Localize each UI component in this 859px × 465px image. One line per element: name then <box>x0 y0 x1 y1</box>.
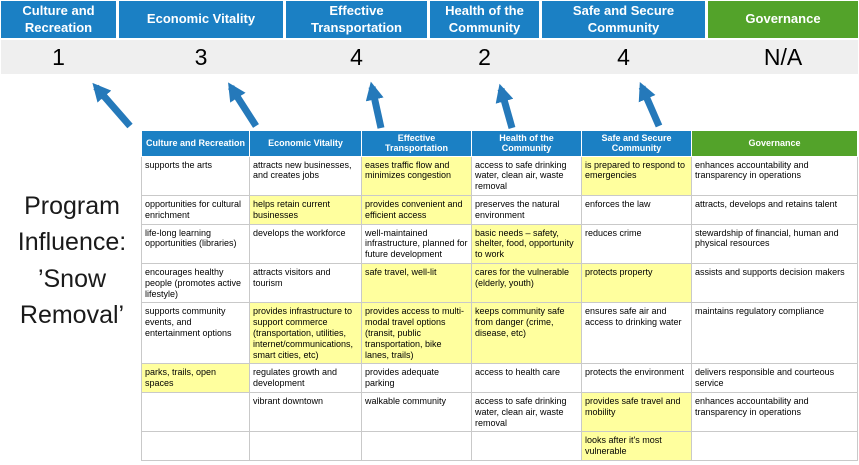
influence-arrow-icon <box>228 82 259 128</box>
table-header-economic-vitality: Economic Vitality <box>249 130 362 157</box>
summary-score-health-of-the-community: 2 <box>478 43 491 70</box>
influence-arrow-icon <box>92 82 133 129</box>
table-row: supports community events, and entertain… <box>141 302 858 365</box>
influence-arrows <box>92 81 663 129</box>
summary-header-safe-and-secure-community: Safe and Secure Community <box>542 1 705 38</box>
table-cell <box>691 431 858 462</box>
table-cell: life-long learning opportunities (librar… <box>141 223 250 265</box>
summary-score-economic-vitality: 3 <box>194 43 208 70</box>
summary-header-row: Culture and Recreation Economic Vitality E… <box>1 1 858 38</box>
summary-header-effective-transportation: Effective Transportation <box>286 1 427 38</box>
table-cell: enhances accountability and transparency… <box>691 392 858 433</box>
table-row: looks after it's most vulnerable <box>141 431 858 462</box>
table-row: encourages healthy people (promotes acti… <box>141 263 858 304</box>
table-cell: opportunities for cultural enrichment <box>141 195 250 225</box>
table-row: supports the arts attracts new businesses… <box>141 155 858 197</box>
table-cell: keeps community safe from danger (crime,… <box>471 302 582 365</box>
table-cell: provides safe travel and mobility <box>581 392 692 433</box>
summary-score-safe-and-secure-community: 4 <box>617 43 630 70</box>
table-cell <box>471 431 582 462</box>
table-cell: provides access to multi-modal travel op… <box>361 302 472 365</box>
table-cell: enhances accountability and transparency… <box>691 155 858 197</box>
table-cell: access to health care <box>471 363 582 394</box>
table-cell: protects property <box>581 263 692 304</box>
table-cell: ensures safe air and access to drinking … <box>581 302 692 365</box>
table-cell <box>361 431 472 462</box>
program-title: Program Influence: ’Snow Removal’ <box>17 192 127 329</box>
table-cell: maintains regulatory compliance <box>691 302 858 365</box>
table-cell: develops the workforce <box>249 223 362 265</box>
summary-score-culture-and-recreation: 1 <box>52 43 65 70</box>
table-cell: safe travel, well-lit <box>361 263 472 304</box>
table-cell: looks after it's most vulnerable <box>581 431 692 462</box>
table-cell: delivers responsible and courteous servi… <box>691 363 858 394</box>
table-cell: access to safe drinking water, clean air… <box>471 155 582 197</box>
table-cell: eases traffic flow and minimizes congest… <box>361 155 472 197</box>
table-cell: parks, trails, open spaces <box>141 363 250 394</box>
table-cell: cares for the vulnerable (elderly, youth… <box>471 263 582 304</box>
influence-arrow-icon <box>638 81 663 128</box>
table-cell: assists and supports decision makers <box>691 263 858 304</box>
influence-table-header-row: Culture and Recreation Economic Vitality E… <box>141 130 858 157</box>
summary-score-governance: N/A <box>763 43 803 70</box>
table-cell <box>249 431 362 462</box>
table-header-governance: Governance <box>691 130 858 157</box>
table-cell: helps retain current businesses <box>249 195 362 225</box>
table-cell: encourages healthy people (promotes acti… <box>141 263 250 304</box>
table-cell: provides adequate parking <box>361 363 472 394</box>
influence-arrow-icon <box>365 81 385 129</box>
table-cell: attracts visitors and tourism <box>249 263 362 304</box>
table-cell: attracts, develops and retains talent <box>691 195 858 225</box>
table-row: parks, trails, open spaces regulates grow… <box>141 363 858 394</box>
summary-header-economic-vitality: Economic Vitality <box>119 1 283 38</box>
table-cell: basic needs – safety, shelter, food, opp… <box>471 223 582 265</box>
table-cell: reduces crime <box>581 223 692 265</box>
table-cell: regulates growth and development <box>249 363 362 394</box>
table-row: opportunities for cultural enrichment hel… <box>141 195 858 225</box>
table-cell: well-maintained infrastructure, planned … <box>361 223 472 265</box>
summary-score-row: 1 3 4 2 4 N/A <box>1 40 858 74</box>
table-cell: provides convenient and efficient access <box>361 195 472 225</box>
table-cell: supports the arts <box>141 155 250 197</box>
table-cell: attracts new businesses, and creates job… <box>249 155 362 197</box>
table-row: life-long learning opportunities (librar… <box>141 223 858 265</box>
summary-header-health-of-the-community: Health of the Community <box>430 1 539 38</box>
table-cell: preserves the natural environment <box>471 195 582 225</box>
summary-score-effective-transportation: 4 <box>350 43 363 70</box>
table-header-culture-and-recreation: Culture and Recreation <box>141 130 250 157</box>
table-cell: enforces the law <box>581 195 692 225</box>
table-header-health-of-the-community: Health of the Community <box>471 130 582 157</box>
table-cell: access to safe drinking water, clean air… <box>471 392 582 433</box>
table-cell: vibrant downtown <box>249 392 362 433</box>
table-cell: provides infrastructure to support comme… <box>249 302 362 365</box>
influence-table-body: supports the arts attracts new businesses… <box>141 155 858 462</box>
influence-table: Culture and Recreation Economic Vitality E… <box>141 130 858 462</box>
influence-arrow-icon <box>495 83 516 129</box>
table-cell: walkable community <box>361 392 472 433</box>
table-cell: is prepared to respond to emergencies <box>581 155 692 197</box>
summary-header-governance: Governance <box>708 1 858 38</box>
table-cell: stewardship of financial, human and phys… <box>691 223 858 265</box>
table-header-effective-transportation: Effective Transportation <box>361 130 472 157</box>
table-row: vibrant downtown walkable community access… <box>141 392 858 433</box>
table-cell: supports community events, and entertain… <box>141 302 250 365</box>
table-header-safe-and-secure-community: Safe and Secure Community <box>581 130 692 157</box>
table-cell: protects the environment <box>581 363 692 394</box>
table-cell <box>141 392 250 433</box>
summary-header-culture-and-recreation: Culture and Recreation <box>1 1 116 38</box>
table-cell <box>141 431 250 462</box>
